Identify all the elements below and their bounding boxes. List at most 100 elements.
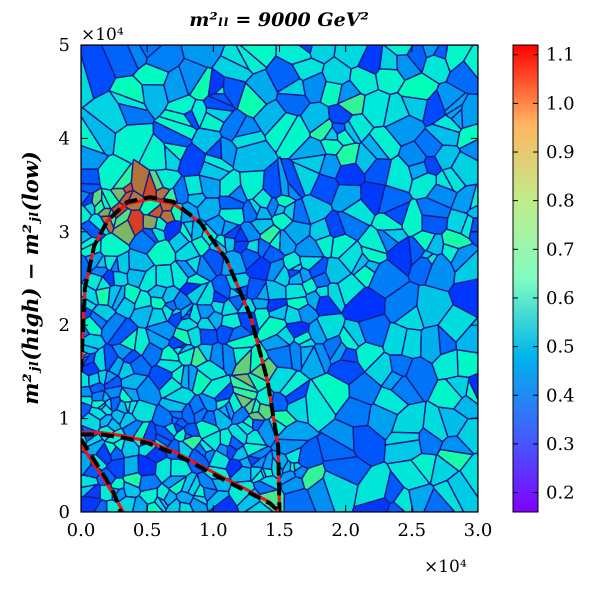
voronoi-cell [220, 249, 248, 277]
voronoi-cell [463, 45, 478, 80]
voronoi-cell [257, 418, 277, 448]
chart-title: m²ₗₗ = 9000 GeV² [189, 9, 369, 31]
voronoi-cell [259, 223, 282, 245]
voronoi-cell [106, 317, 139, 347]
voronoi-cell [168, 410, 184, 420]
x-tick-label: 1.5 [265, 520, 294, 541]
voronoi-cell [223, 236, 236, 253]
voronoi-cell [252, 480, 279, 495]
voronoi-cell [178, 501, 195, 512]
voronoi-cell [264, 111, 299, 154]
voronoi-cell [421, 54, 451, 85]
voronoi-cell [145, 45, 185, 73]
voronoi-cell [450, 150, 478, 187]
voronoi-cell [357, 313, 391, 348]
voronoi-cell [164, 145, 182, 172]
voronoi-cell [243, 398, 257, 415]
colorbar-tick-label: 0.6 [546, 288, 575, 309]
voronoi-cell [262, 467, 274, 478]
voronoi-cell [219, 45, 250, 71]
x-axis-ticks: 0.0 0.5 1.0 1.5 2.0 2.5 3.0 [67, 45, 493, 541]
colorbar-tick-label: 0.5 [546, 337, 575, 358]
voronoi-cell [102, 269, 116, 287]
voronoi-cell [382, 321, 408, 356]
voronoi-cell [112, 270, 129, 287]
voronoi-cell [360, 245, 388, 265]
voronoi-cells [81, 45, 478, 512]
voronoi-cell [383, 470, 405, 504]
voronoi-cell [202, 486, 219, 502]
voronoi-cell [224, 400, 235, 421]
y-tick-label: 5 [59, 35, 70, 56]
voronoi-cell [283, 220, 312, 246]
voronoi-cell [319, 80, 343, 108]
voronoi-cell [456, 349, 478, 378]
voronoi-cell [103, 385, 123, 400]
voronoi-cell [93, 499, 108, 512]
voronoi-cell [289, 263, 303, 272]
voronoi-cell [210, 300, 225, 315]
colorbar-tick-label: 0.7 [546, 239, 575, 260]
voronoi-cell [456, 417, 478, 455]
voronoi-cell [275, 194, 297, 208]
x-tick-label: 3.0 [464, 520, 493, 541]
voronoi-cell [145, 238, 177, 267]
voronoi-cell [104, 397, 113, 411]
voronoi-cell [334, 396, 372, 428]
voronoi-cell [195, 359, 228, 381]
voronoi-cell [437, 324, 458, 356]
x-tick-label: 0.5 [133, 520, 162, 541]
voronoi-cell [161, 304, 174, 323]
voronoi-cell [103, 343, 119, 372]
voronoi-cell [229, 465, 252, 484]
voronoi-cell [241, 199, 258, 224]
voronoi-cell [324, 256, 353, 285]
voronoi-cell [163, 422, 178, 438]
voronoi-cell [161, 285, 181, 304]
voronoi-cell [256, 316, 288, 343]
voronoi-cell [115, 399, 129, 414]
voronoi-cell [117, 360, 136, 381]
voronoi-cell [215, 324, 235, 345]
voronoi-cell [172, 175, 190, 205]
voronoi-cell [97, 153, 132, 191]
colorbar-tick-label: 0.9 [546, 142, 575, 163]
x-tick-label: 2.0 [331, 520, 360, 541]
y-tick-label: 2 [59, 315, 70, 336]
voronoi-cell [148, 169, 165, 192]
voronoi-cell [204, 214, 226, 237]
voronoi-cell [190, 98, 208, 129]
voronoi-cell [234, 114, 263, 138]
voronoi-cell [215, 443, 229, 458]
voronoi-cell [181, 435, 203, 451]
voronoi-cell [81, 144, 110, 170]
voronoi-cell [288, 340, 303, 373]
voronoi-cell [84, 432, 104, 449]
voronoi-cell [381, 228, 410, 244]
voronoi-cell [199, 328, 219, 346]
voronoi-cell [446, 470, 478, 512]
voronoi-cell [112, 436, 127, 452]
colorbar-tick-label: 0.8 [546, 191, 575, 212]
voronoi-cell [200, 374, 232, 400]
y-tick-label: 3 [59, 222, 70, 243]
y-tick-label: 0 [59, 502, 70, 523]
voronoi-cell [265, 55, 301, 93]
voronoi-cell [424, 123, 461, 147]
voronoi-cell [81, 89, 128, 135]
voronoi-cell [97, 207, 112, 218]
y-axis-multiplier: ×10⁴ [81, 25, 124, 45]
dashed-black-contour-3 [81, 432, 281, 512]
voronoi-cell [408, 483, 435, 512]
voronoi-cell [188, 303, 202, 325]
voronoi-cell [81, 385, 93, 398]
voronoi-cell [207, 92, 235, 108]
voronoi-cell [137, 264, 157, 293]
colorbar-tick-label: 0.4 [546, 385, 575, 406]
voronoi-cell [182, 220, 194, 239]
x-tick-label: 0.0 [67, 520, 96, 541]
colorbar-tick-label: 0.3 [546, 434, 575, 455]
voronoi-cell [183, 432, 194, 440]
voronoi-cell [174, 259, 198, 279]
